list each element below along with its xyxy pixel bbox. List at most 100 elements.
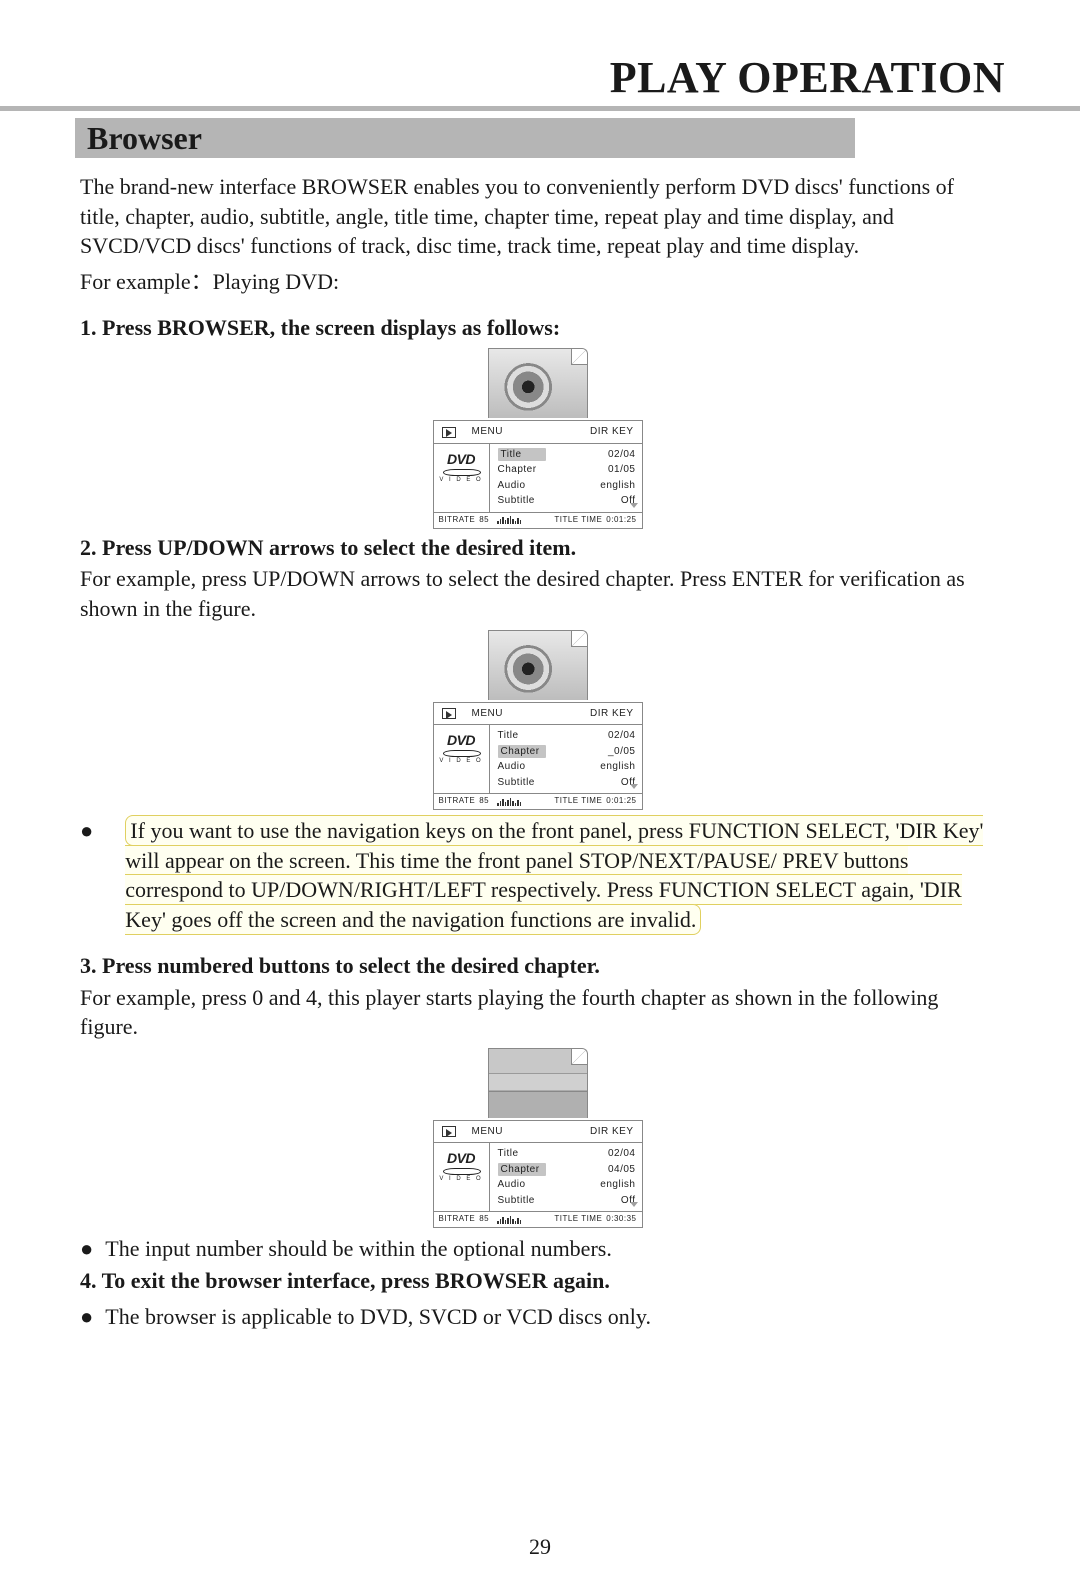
chevron-down-icon — [630, 784, 638, 789]
osd-grid: DVD V I D E O Title 02/04 Chapter _0/05 … — [434, 725, 642, 793]
osd-menu-label: MENU — [472, 1125, 503, 1139]
step-4-bullet-text: The browser is applicable to DVD, SVCD o… — [105, 1302, 651, 1332]
osd-row-label-selected: Title — [498, 448, 546, 462]
intro-p2: For example：Playing DVD: — [80, 267, 995, 297]
osd-row-value: 02/04 — [608, 1147, 636, 1161]
content: The brand-new interface BROWSER enables … — [80, 172, 995, 1331]
bitrate-value: 85 — [479, 1214, 489, 1225]
osd-menu-label: MENU — [472, 425, 503, 439]
osd-row-audio: Audio english — [498, 478, 636, 494]
titletime-label: TITLE TIME — [554, 515, 602, 526]
osd-row-value: 04/05 — [608, 1163, 636, 1177]
osd-row-label: Audio — [498, 1179, 526, 1190]
step-2-bullet-text: If you want to use the navigation keys o… — [125, 815, 983, 935]
step-3-bullet-text: The input number should be within the op… — [105, 1234, 612, 1264]
osd-row-title: Title 02/04 — [498, 1146, 636, 1162]
osd-row-label: Audio — [498, 761, 526, 772]
bitrate-label: BITRATE — [439, 1214, 476, 1225]
step-3-bullet: ● The input number should be within the … — [80, 1234, 995, 1264]
play-icon — [442, 1126, 456, 1137]
bullet-icon: ● — [80, 1302, 93, 1332]
section-title: Browser — [87, 120, 202, 157]
osd-grid: DVD V I D E O Title 02/04 Chapter 04/05 … — [434, 1143, 642, 1211]
osd-row-value: english — [600, 760, 635, 774]
osd-top: MENU DIR KEY — [434, 1121, 642, 1144]
dvd-video-label: V I D E O — [438, 476, 485, 484]
osd-dirkey-label: DIR KEY — [590, 425, 634, 439]
intro-p1: The brand-new interface BROWSER enables … — [80, 172, 995, 261]
dvd-video-label: V I D E O — [438, 757, 485, 765]
bitrate-bars-icon — [497, 1216, 521, 1224]
bitrate-value: 85 — [479, 796, 489, 807]
dvd-logo: DVD V I D E O — [434, 725, 490, 793]
osd-row-label: Subtitle — [498, 1195, 535, 1206]
dvd-word: DVD — [438, 450, 485, 469]
step-3-heading: 3. Press numbered buttons to select the … — [80, 951, 995, 981]
bitrate-label: BITRATE — [439, 515, 476, 526]
osd-row-audio: Audio english — [498, 759, 636, 775]
dvd-video-label: V I D E O — [438, 1175, 485, 1183]
osd-row-label-selected: Chapter — [498, 745, 546, 759]
dvd-disc-icon — [443, 469, 479, 474]
osd-row-value: 01/05 — [608, 463, 636, 477]
osd-row-value: english — [600, 479, 635, 493]
page-number: 29 — [0, 1534, 1080, 1560]
osd-dirkey-label: DIR KEY — [590, 1125, 634, 1139]
osd-row-label: Subtitle — [498, 777, 535, 788]
section-band: Browser — [75, 118, 855, 158]
osd-thumbnail — [488, 1048, 588, 1118]
titletime-value: 0:30:35 — [606, 1214, 636, 1225]
bitrate-label: BITRATE — [439, 796, 476, 807]
osd-grid: DVD V I D E O Title 02/04 Chapter 01/05 … — [434, 444, 642, 512]
osd-panel: MENU DIR KEY DVD V I D E O Title 02/04 C… — [433, 420, 643, 528]
titletime-label: TITLE TIME — [554, 1214, 602, 1225]
osd-row-value: 02/04 — [608, 729, 636, 743]
osd-row-label: Subtitle — [498, 495, 535, 506]
osd-1-wrap: MENU DIR KEY DVD V I D E O Title 02/04 C… — [80, 348, 995, 528]
osd-row-value: english — [600, 1178, 635, 1192]
osd-2-wrap: MENU DIR KEY DVD V I D E O Title 02/04 C… — [80, 630, 995, 810]
osd-row-label: Audio — [498, 480, 526, 491]
dvd-logo: DVD V I D E O — [434, 1143, 490, 1211]
osd-row-title: Title 02/04 — [498, 447, 636, 463]
step-2-bullet: ● If you want to use the navigation keys… — [80, 816, 995, 935]
osd-top: MENU DIR KEY — [434, 421, 642, 444]
osd-bottom: BITRATE 85 TITLE TIME 0:30:35 — [434, 1211, 642, 1227]
bitrate-bars-icon — [497, 798, 521, 806]
osd-panel: MENU DIR KEY DVD V I D E O Title 02/04 C… — [433, 702, 643, 810]
bullet-icon: ● — [80, 1234, 93, 1264]
titletime-value: 0:01:25 — [606, 515, 636, 526]
osd-top: MENU DIR KEY — [434, 703, 642, 726]
play-icon — [442, 708, 456, 719]
dvd-disc-icon — [443, 1168, 479, 1173]
osd-row-value: 02/04 — [608, 448, 636, 462]
dvd-word: DVD — [438, 731, 485, 750]
osd-row-label-selected: Chapter — [498, 1163, 546, 1177]
osd-rows: Title 02/04 Chapter 04/05 Audio english … — [490, 1143, 642, 1211]
osd-thumbnail — [488, 348, 588, 418]
osd-row-label: Chapter — [498, 464, 537, 475]
osd-row-chapter: Chapter _0/05 — [498, 744, 636, 760]
osd-bottom: BITRATE 85 TITLE TIME 0:01:25 — [434, 512, 642, 528]
bitrate-value: 85 — [479, 515, 489, 526]
bitrate-bars-icon — [497, 516, 521, 524]
titletime-value: 0:01:25 — [606, 796, 636, 807]
osd-row-subtitle: Subtitle Off — [498, 1193, 636, 1209]
page-title: PLAY OPERATION — [610, 52, 1005, 103]
osd-menu-label: MENU — [472, 707, 503, 721]
step-2-heading: 2. Press UP/DOWN arrows to select the de… — [80, 533, 995, 563]
titletime-label: TITLE TIME — [554, 796, 602, 807]
osd-row-subtitle: Subtitle Off — [498, 493, 636, 509]
osd-bottom: BITRATE 85 TITLE TIME 0:01:25 — [434, 793, 642, 809]
chevron-down-icon — [630, 503, 638, 508]
osd-row-subtitle: Subtitle Off — [498, 775, 636, 791]
osd-row-chapter: Chapter 04/05 — [498, 1162, 636, 1178]
osd-thumbnail — [488, 630, 588, 700]
osd-row-chapter: Chapter 01/05 — [498, 462, 636, 478]
dvd-logo: DVD V I D E O — [434, 444, 490, 512]
osd-row-label: Title — [498, 1148, 519, 1159]
step-4-bullet: ● The browser is applicable to DVD, SVCD… — [80, 1302, 995, 1332]
osd-row-audio: Audio english — [498, 1177, 636, 1193]
osd-row-value: _0/05 — [608, 745, 636, 759]
step-1-heading: 1. Press BROWSER, the screen displays as… — [80, 313, 995, 343]
